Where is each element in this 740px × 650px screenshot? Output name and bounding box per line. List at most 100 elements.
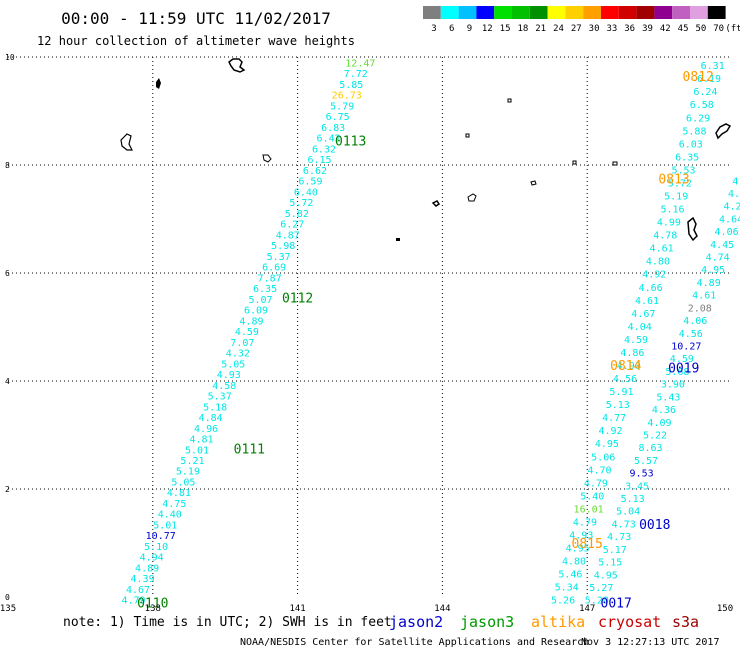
legend-swatch [423,6,441,19]
legend-label: 50 [695,24,706,34]
wave-height-value: 6.62 [303,166,327,177]
wave-height-value: 5.37 [267,252,291,263]
legend-label: 3 [431,24,436,34]
wave-height-value: 4.61 [650,244,674,255]
footer-credit: NOAA/NESDIS Center for Satellite Applica… [240,637,589,648]
wave-height-value: 4.64 [719,214,740,225]
wave-height-value: 5.53 [671,165,695,176]
wave-height-value: 6.35 [675,152,699,163]
wave-height-value: 4.79 [121,596,145,607]
satellite-legend: jason2 jason3 altika cryosat s3a [389,613,699,631]
time-label: 0019 [668,362,699,377]
wave-height-value: 4.89 [239,316,263,327]
island [465,133,470,138]
legend-swatch [494,6,512,19]
wave-height-value: 4.61 [692,291,716,302]
wave-height-value: 4.95 [594,570,618,581]
wave-height-value: 6.19 [697,74,721,85]
wave-height-value: 5.26 [551,596,575,607]
wave-height-value: 5.57 [634,456,658,467]
time-label: 0814 [610,359,641,374]
track-values: 4.794.674.394.894.945.1010.775.014.404.7… [121,58,740,606]
wave-height-value: 4.79 [584,478,608,489]
wave-height-value: 6.27 [280,220,304,231]
wave-height-value: 5.40 [580,491,604,502]
time-label: 0018 [639,518,670,533]
wave-height-value: 4.40 [158,510,182,521]
y-tick-label: 8 [5,161,10,170]
wave-height-value: 4.81 [167,488,191,499]
wave-height-value: 5.13 [621,494,645,505]
wave-height-value: 4.93 [569,531,593,542]
time-labels: 0110 0111 0112 0113 0812 0813 0814 0815 0019 0018… [137,70,714,612]
island [228,58,246,73]
wave-height-value: 4.58 [212,381,236,392]
satellite-name: jason2 [389,613,443,631]
wave-height-value: 4.59 [235,327,259,338]
wave-height-value: 4.99 [657,218,681,229]
axis-labels: 0 2 4 6 8 10 135 138 141 144 147 150 [0,53,733,614]
wave-height-value: 4.95 [566,544,590,555]
wave-height-value: 7.72 [344,69,368,80]
legend-swatch [512,6,530,19]
wave-height-value: 4.32 [226,349,250,360]
wave-height-value: 4.80 [562,557,586,568]
legend-label: 36 [624,24,635,34]
time-label: 0815 [572,537,603,552]
y-tick-label: 0 [5,593,10,602]
legend-swatch [707,6,726,19]
wave-height-value: 4.45 [710,240,734,251]
wave-height-value: 5.27 [589,583,613,594]
wave-height-value: 4.92 [598,426,622,437]
legend-swatch [440,6,459,19]
legend-label: 70 [713,24,724,34]
legend-label: 27 [571,24,582,34]
island [687,216,698,242]
legend-label: 39 [642,24,653,34]
wave-height-value: 4.86 [620,348,644,359]
wave-height-value: 5.07 [248,295,272,306]
wave-height-value: 6.75 [326,112,350,123]
chart-title: 00:00 - 11:59 UTC 11/02/2017 [61,9,331,28]
satellite-name: jason3 [460,613,514,631]
x-tick-label: 141 [289,604,305,614]
wave-height-value: 4.95 [701,265,725,276]
legend-swatch [565,6,584,19]
wave-height-value: 4.84 [199,413,223,424]
time-label: 0017 [601,596,632,611]
wave-height-value: 5.85 [339,80,363,91]
wave-height-value: 3.45 [625,481,649,492]
wave-height-value: 6.40 [294,187,318,198]
legend-swatch [529,6,548,19]
wave-height-value: 4.67 [631,309,655,320]
wave-height-value: 5.01 [185,445,209,456]
wave-height-value: 6.58 [690,100,714,111]
wave-height-value: 4.39 [131,574,155,585]
wave-height-value: 26.73 [332,91,362,102]
legend-label: 12 [482,24,493,34]
wave-height-value: 6.24 [693,87,717,98]
wave-height-value: 5.21 [180,456,204,467]
wave-height-value: 4.87 [276,230,300,241]
wave-height-value: 5.20 [585,596,609,607]
island [262,154,272,163]
wave-height-value: 16.01 [574,504,604,515]
legend-label: 33 [606,24,617,34]
legend-label: 45 [678,24,689,34]
x-tick-label: 144 [434,604,450,614]
wave-height-value: 4.36 [652,405,676,416]
wave-height-value: 6.42 [317,134,341,145]
island [530,180,537,186]
wave-height-value: 4.94 [140,553,164,564]
wave-height-value: 5.10 [144,542,168,553]
wave-height-value: 5.01 [153,520,177,531]
wave-height-value: 10.27 [671,342,701,353]
wave-height-value: 10.77 [146,531,176,542]
y-tick-label: 2 [5,485,10,494]
legend-swatch [476,6,495,19]
wave-height-value: 4.61 [635,296,659,307]
wave-height-value: 4.92 [642,270,666,281]
wave-height-value: 5.04 [616,507,640,518]
island [612,161,618,166]
legend-unit: (ft) [725,24,740,34]
